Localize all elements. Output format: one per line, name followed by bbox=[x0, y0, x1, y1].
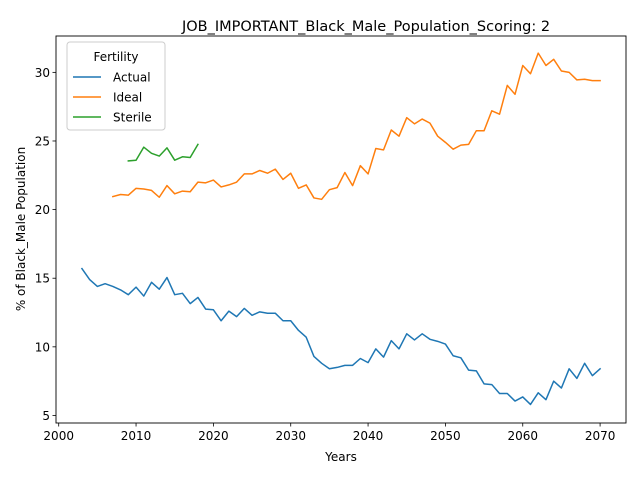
x-tick-label: 2010 bbox=[121, 429, 152, 443]
legend-label-sterile: Sterile bbox=[113, 111, 152, 125]
x-tick-label: 2060 bbox=[507, 429, 538, 443]
y-tick-label: 15 bbox=[35, 272, 50, 286]
y-tick-label: 25 bbox=[35, 134, 50, 148]
chart-title: JOB_IMPORTANT_Black_Male_Population_Scor… bbox=[181, 19, 550, 35]
series-line-actual bbox=[80, 267, 602, 406]
series-line-sterile bbox=[127, 143, 199, 162]
legend: Fertility Actual Ideal Sterile bbox=[66, 41, 166, 131]
x-tick-label: 2020 bbox=[198, 429, 229, 443]
x-axis-label: Years bbox=[324, 450, 357, 464]
plot-frame bbox=[55, 35, 627, 424]
legend-label-ideal: Ideal bbox=[113, 91, 142, 105]
legend-frame bbox=[66, 41, 166, 131]
y-axis-label: % of Black_Male Population bbox=[14, 147, 28, 311]
x-tick-label: 2070 bbox=[585, 429, 616, 443]
series-line-ideal bbox=[111, 52, 601, 201]
y-tick-label: 10 bbox=[35, 340, 50, 354]
y-tick-label: 5 bbox=[42, 409, 50, 423]
legend-title: Fertility bbox=[93, 50, 138, 64]
x-tick-label: 2030 bbox=[275, 429, 306, 443]
x-tick-label: 2000 bbox=[43, 429, 74, 443]
y-tick-label: 20 bbox=[35, 203, 50, 217]
x-tick-label: 2040 bbox=[353, 429, 384, 443]
x-tick-label: 2050 bbox=[430, 429, 461, 443]
legend-label-actual: Actual bbox=[113, 71, 151, 85]
y-tick-label: 30 bbox=[35, 66, 50, 80]
